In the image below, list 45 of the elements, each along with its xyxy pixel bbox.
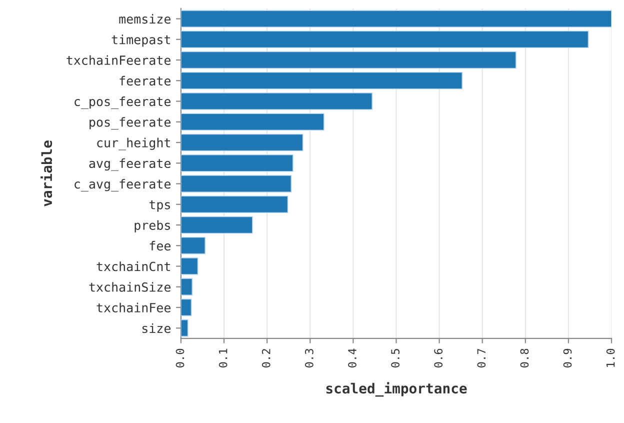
bar	[180, 216, 253, 234]
bar	[180, 319, 188, 337]
x-tick-label: 0.4	[348, 348, 356, 368]
bar	[180, 113, 324, 131]
x-tick-label: 0.5	[391, 349, 400, 368]
y-tick-label: txchainFee	[96, 302, 170, 312]
bar	[180, 72, 463, 90]
x-tick-label: 0.0	[176, 348, 184, 368]
x-tick-label: 0.2	[262, 349, 270, 368]
y-tick-label: feerate	[120, 76, 170, 86]
x-tick-label: 0.8	[520, 348, 529, 368]
y-tick-label: c_avg_feerate	[74, 178, 170, 192]
x-tick-label: 0.1	[218, 348, 228, 368]
bar	[180, 92, 373, 110]
x-tick-label: 0.9	[563, 348, 572, 368]
bar	[180, 51, 516, 69]
bar	[180, 298, 192, 316]
y-tick-label: fee	[150, 240, 170, 251]
bar	[180, 258, 198, 275]
y-tick-label: txchainFeerate	[66, 55, 171, 65]
bar	[180, 10, 612, 28]
y-tick-label: size	[142, 323, 170, 334]
bar	[180, 196, 288, 214]
bar	[180, 278, 193, 296]
y-axis-title: variable	[40, 140, 52, 206]
bar	[180, 30, 589, 48]
x-tick-label: 0.7	[477, 348, 486, 368]
y-tick-label: c_pos_feerate	[74, 96, 170, 109]
x-tick-label: 1.0	[606, 348, 615, 367]
bar	[180, 134, 304, 152]
y-tick-label: avg_feerate	[89, 158, 170, 171]
x-tick-label: 0.6	[434, 348, 443, 368]
bar	[180, 236, 206, 254]
y-tick-label: txchainSize	[89, 282, 170, 292]
bar	[180, 175, 292, 192]
y-tick-label: pos_feerate	[90, 117, 170, 130]
bar	[180, 154, 294, 172]
y-tick-label: tps	[149, 200, 170, 212]
x-tick-label: 0.3	[304, 348, 314, 368]
y-tick-label: txchainCnt	[96, 262, 170, 272]
x-axis-title: scaled_importance	[326, 382, 467, 397]
y-tick-label: prebs	[134, 220, 170, 232]
y-tick-label: memsize	[119, 14, 170, 24]
y-tick-label: timepast	[112, 34, 170, 47]
y-tick-label: cur_height	[97, 138, 170, 150]
